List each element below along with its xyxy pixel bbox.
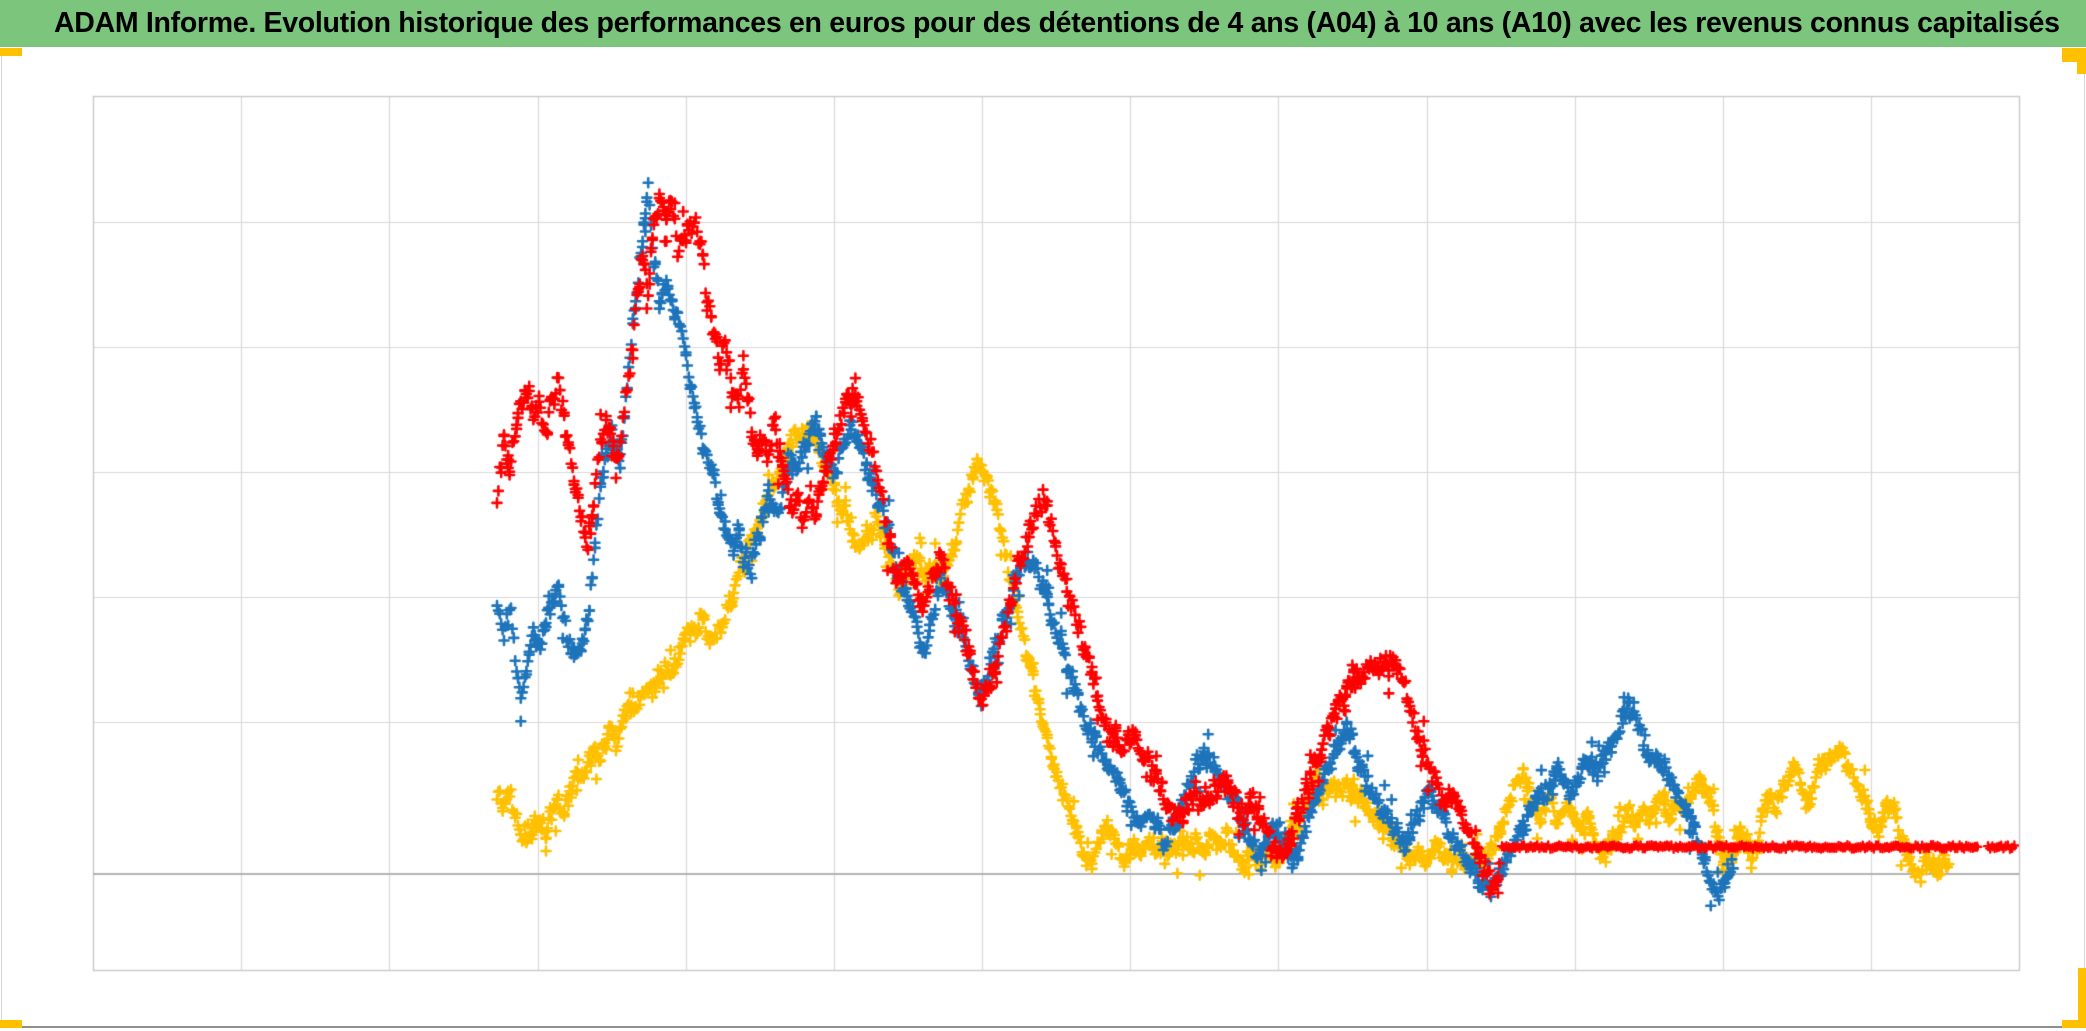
chart-title: ADAM Informe. Evolution historique des p… (54, 7, 2060, 39)
corner-marker-bottom-right-v (2078, 968, 2086, 1028)
corner-marker-top-left (0, 48, 22, 56)
right-edge-line (2084, 48, 2085, 1027)
bottom-divider-line (0, 1026, 2086, 1028)
corner-marker-top-right-v (2077, 48, 2086, 74)
chart-title-bar: ADAM Informe. Evolution historique des p… (0, 0, 2086, 47)
corner-marker-bottom-left (0, 1020, 22, 1028)
left-edge-line (1, 48, 2, 1027)
corner-marker-bottom-right-h (2062, 1020, 2086, 1028)
